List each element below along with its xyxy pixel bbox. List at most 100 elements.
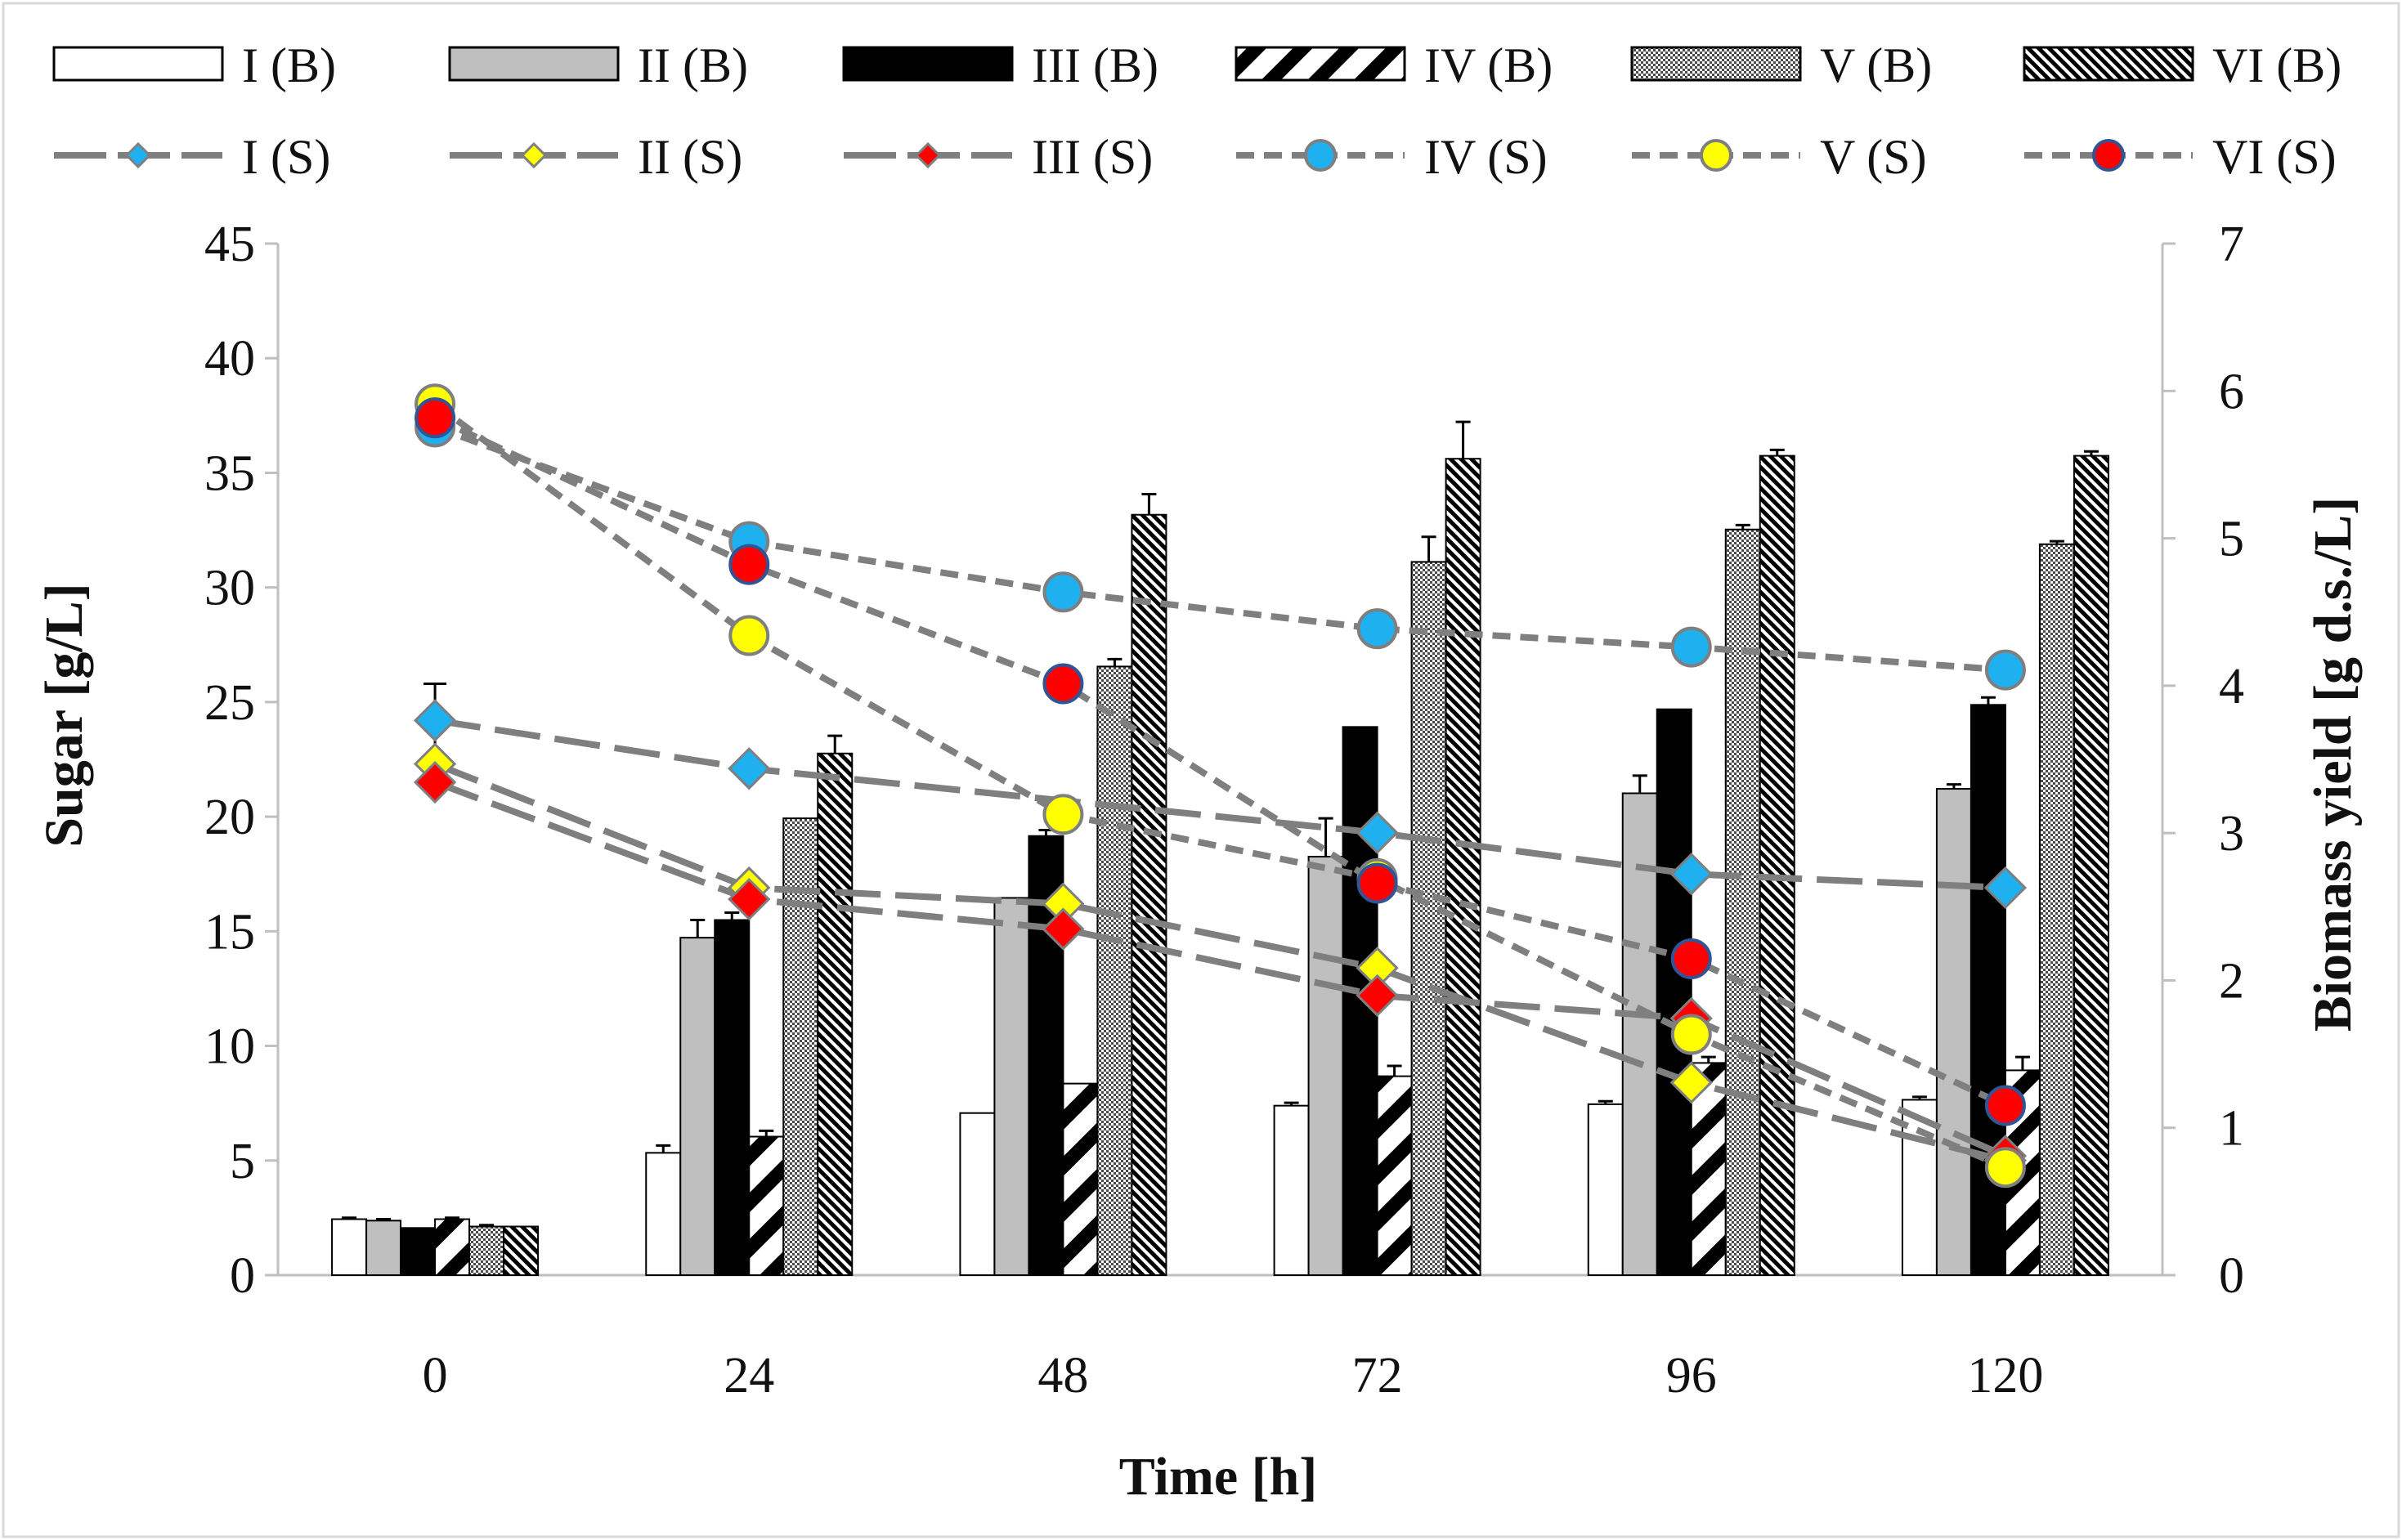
bar <box>679 937 716 1277</box>
y-right-tick-label: 1 <box>2219 1101 2244 1157</box>
x-axis-title: Time [h] <box>1119 1447 1318 1506</box>
line-marker <box>1356 608 1398 650</box>
bar <box>1445 458 1481 1276</box>
bar <box>1621 792 1658 1276</box>
bar <box>1970 704 2006 1276</box>
bar <box>1587 1103 1624 1276</box>
bar <box>1096 665 1133 1276</box>
bar <box>1724 528 1761 1276</box>
bar <box>1307 855 1344 1276</box>
line-marker <box>2092 139 2125 172</box>
legend-swatch <box>448 46 620 82</box>
x-tick-label: 120 <box>1967 1348 2043 1403</box>
bar <box>1273 1104 1310 1276</box>
bar <box>2073 454 2109 1276</box>
y-right-tick-label: 2 <box>2219 953 2244 1009</box>
y-right-axis-title: Biomass yield [g d.s./L] <box>2303 497 2363 1032</box>
bar <box>1410 561 1447 1276</box>
legend-swatch <box>1630 46 1802 82</box>
legend-label: IV (S) <box>1424 130 1548 184</box>
bar <box>817 752 854 1276</box>
legend-label: II (S) <box>638 130 742 184</box>
line-marker <box>124 141 152 169</box>
line-marker <box>1669 1061 1713 1104</box>
line-marker <box>1304 139 1337 172</box>
line-series <box>413 383 2028 1189</box>
bar-series <box>331 420 2109 1277</box>
legend-swatch <box>2023 46 2194 82</box>
legend-swatch <box>842 46 1014 82</box>
line-marker <box>1984 649 2026 691</box>
line-marker <box>1669 853 1713 896</box>
legend-label: II (B) <box>638 38 748 92</box>
line-marker <box>1042 907 1085 951</box>
bar <box>714 919 751 1277</box>
bar <box>365 1220 402 1277</box>
bar <box>434 1218 471 1277</box>
bar <box>645 1152 682 1277</box>
line-marker <box>728 877 771 921</box>
y-left-tick-label: 20 <box>204 790 255 845</box>
line-marker <box>413 699 457 742</box>
series-line <box>433 423 2006 674</box>
legend-swatch <box>52 46 224 82</box>
bar <box>993 897 1030 1277</box>
line-marker <box>1356 862 1398 904</box>
legend-label: I (S) <box>242 130 330 184</box>
bar <box>1062 1082 1099 1276</box>
legend-label: VI (B) <box>2212 38 2342 92</box>
line-marker <box>728 747 771 790</box>
line-marker <box>1700 139 1732 172</box>
legend-label: V (S) <box>1820 130 1927 184</box>
series-line <box>432 401 2007 1171</box>
y-left-tick-label: 35 <box>204 445 255 501</box>
legend-label: V (B) <box>1820 38 1932 92</box>
y-left-tick-label: 30 <box>204 561 255 616</box>
line-marker <box>520 141 548 169</box>
line-marker <box>1042 663 1084 705</box>
y-right-tick-label: 5 <box>2219 512 2244 567</box>
bar <box>1131 513 1167 1276</box>
x-tick-label: 96 <box>1666 1348 1717 1403</box>
series-line <box>433 779 2007 1159</box>
y-right-tick-label: 0 <box>2219 1248 2244 1304</box>
bar <box>468 1225 505 1277</box>
bar <box>400 1227 437 1277</box>
y-left-axis-title: Sugar [g/L] <box>34 583 94 847</box>
line-marker <box>1984 1085 2026 1126</box>
legend-label: III (B) <box>1032 38 1158 92</box>
x-tick-label: 72 <box>1352 1348 1403 1403</box>
bar <box>1376 1075 1413 1276</box>
y-right-tick-label: 7 <box>2219 217 2244 272</box>
legend-swatch <box>1235 46 1406 82</box>
y-left-tick-label: 40 <box>204 331 255 387</box>
bar <box>503 1225 540 1277</box>
legend-label: I (B) <box>242 38 336 92</box>
line-marker <box>1356 974 1399 1017</box>
line-marker <box>1042 571 1084 613</box>
legend-label: IV (B) <box>1424 38 1553 92</box>
line-marker <box>1356 811 1399 854</box>
bar <box>331 1218 368 1277</box>
bar <box>1656 708 1692 1276</box>
legend: I (B) II (B) III (B) IV (B) V (B) VI (B) I (S)… <box>52 38 2342 184</box>
x-tick-label: 0 <box>423 1348 448 1403</box>
bar <box>1759 454 1795 1276</box>
line-marker <box>415 397 456 439</box>
series-line <box>433 760 2006 1164</box>
x-tick-label: 48 <box>1037 1348 1088 1403</box>
series-line <box>433 414 2007 1109</box>
legend-label: III (S) <box>1032 130 1153 184</box>
y-right-tick-label: 6 <box>2219 364 2244 419</box>
line-marker <box>1670 938 1712 979</box>
bar <box>2038 543 2075 1276</box>
y-left-tick-label: 10 <box>204 1019 255 1075</box>
line-marker <box>1670 1014 1712 1055</box>
bar <box>959 1112 996 1276</box>
line-marker <box>413 760 457 804</box>
legend-label: VI (S) <box>2212 130 2337 184</box>
y-left-tick-label: 25 <box>204 675 255 731</box>
